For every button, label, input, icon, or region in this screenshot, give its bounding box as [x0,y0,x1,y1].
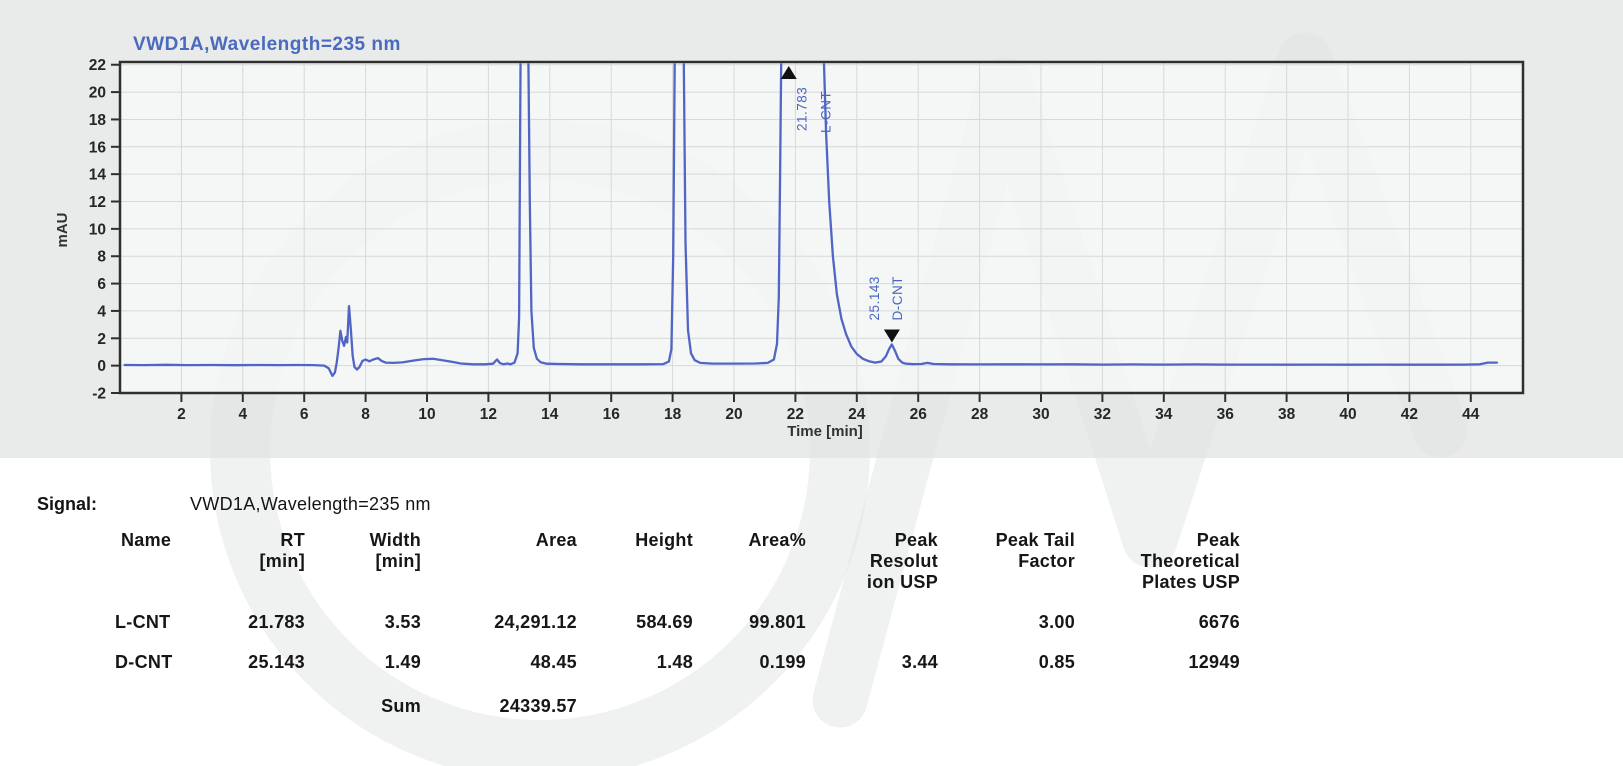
table-cell: 25.143 [248,652,305,672]
table-cell: Sum [381,696,421,716]
table-cell [806,593,938,633]
table-cell [938,673,1075,717]
x-tick-label: 24 [848,406,866,423]
y-tick-label: 12 [89,194,106,211]
table-cell: 1.49 [384,652,421,672]
x-tick-label: 26 [910,406,928,423]
peak-table-header-row: Name RT [min] Width [min] Area Height Area% Pe… [115,530,1240,593]
chart-dynamic-layer: 2 4 6 8 10 12 14 16 18 20 22 24 26 28 30 32 34 36 38 40 42 44… [89,57,1525,423]
table-cell: 584.69 [636,612,693,632]
table-cell: 99.801 [749,612,806,632]
peak-rt-label: 25.143 [867,276,882,320]
signal-label: Signal: [37,494,98,514]
plot-frame [118,60,1525,395]
x-tick-label: 30 [1032,406,1049,423]
table-cell: 0.85 [1038,652,1075,672]
table-cell: 3.00 [1038,612,1075,632]
table-cell: 48.45 [530,652,577,672]
column-header: RT [min] [259,530,305,571]
x-tick-label: 12 [480,406,497,423]
table-cell: 3.44 [901,652,938,672]
peak-results-table: Name RT [min] Width [min] Area Height Area% Pe… [115,530,1240,717]
y-tick-label: -2 [92,386,106,403]
x-tick-label: 20 [725,406,742,423]
table-row: L-CNT 21.783 3.53 24,291.12 584.69 99.801 3.00… [115,593,1240,633]
x-axis-label: Time [min] [787,423,863,440]
y-tick-label: 22 [89,57,106,74]
table-cell: 0.199 [759,652,806,672]
x-tick-label: 42 [1401,406,1418,423]
x-tick-label: 10 [418,406,435,423]
column-header: Height [635,530,693,550]
table-row: D-CNT 25.143 1.49 48.45 1.48 0.199 3.44 0.85 129… [115,633,1240,673]
peak-name-label: L-CNT [819,91,834,133]
table-cell: L-CNT [115,612,171,632]
x-tick-label: 28 [971,406,989,423]
x-tick-label: 44 [1462,406,1480,423]
table-cell: 6676 [1198,612,1240,632]
y-tick-label: 4 [97,303,106,320]
x-tick-label: 4 [238,406,247,423]
x-tick-label: 8 [361,406,370,423]
column-header: Peak Resolut ion USP [866,530,938,592]
table-row: Sum 24339.57 [115,673,1240,717]
column-header: Width [min] [369,530,421,571]
y-tick-label: 14 [89,167,107,184]
x-tick-label: 6 [300,406,309,423]
signal-value: VWD1A,Wavelength=235 nm [190,494,431,514]
x-tick-label: 32 [1094,406,1111,423]
y-tick-label: 8 [97,249,106,266]
column-header: Name [121,530,172,550]
peak-table-header: Name RT [min] Width [min] Area Height Area% Pe… [115,530,1240,593]
table-cell [806,673,938,717]
table-cell [693,673,806,717]
column-header: Peak Tail Factor [995,530,1075,571]
x-tick-label: 22 [787,406,804,423]
x-tick-label: 38 [1278,406,1296,423]
table-cell [115,673,205,717]
table-cell: 21.783 [248,612,305,632]
x-tick-label: 40 [1339,406,1356,423]
y-tick-label: 6 [97,276,106,293]
peak-table-body: L-CNT 21.783 3.53 24,291.12 584.69 99.801 3.00… [115,593,1240,717]
x-tick-label: 2 [177,406,186,423]
y-axis-label: mAU [54,212,71,247]
table-cell: 1.48 [656,652,693,672]
column-header: Area [535,530,577,550]
column-header: Peak Theoretical Plates USP [1140,530,1240,592]
peak-marker-up-triangle [780,66,797,79]
table-cell: 3.53 [384,612,421,632]
y-tick-label: 0 [97,358,106,375]
peak-marker-down-triangle [883,329,900,343]
y-tick-label: 2 [97,331,106,348]
y-tick-label: 18 [89,112,107,129]
y-tick-label: 10 [89,221,106,238]
signal-trace [123,63,1499,378]
x-tick-label: 18 [664,406,682,423]
chromatogram-chart: 2 4 6 8 10 12 14 16 18 20 22 24 26 28 30 32 34 36 38 40 42 44… [54,34,1525,440]
x-tick-label: 16 [603,406,621,423]
table-cell: 24,291.12 [494,612,577,632]
y-tick-label: 16 [89,139,107,156]
y-tick-label: 20 [89,85,106,102]
column-header: Area% [748,530,806,550]
chart-title: VWD1A,Wavelength=235 nm [133,34,401,55]
peak-name-label: D-CNT [890,276,905,321]
table-cell: 12949 [1188,652,1240,672]
peak-rt-label: 21.783 [795,87,810,131]
table-cell: 24339.57 [499,696,577,716]
table-cell [205,673,305,717]
x-tick-label: 34 [1155,406,1173,423]
table-cell [1075,673,1240,717]
x-tick-label: 36 [1217,406,1235,423]
table-cell [577,673,693,717]
x-tick-label: 14 [541,406,559,423]
table-cell: D-CNT [115,652,173,672]
